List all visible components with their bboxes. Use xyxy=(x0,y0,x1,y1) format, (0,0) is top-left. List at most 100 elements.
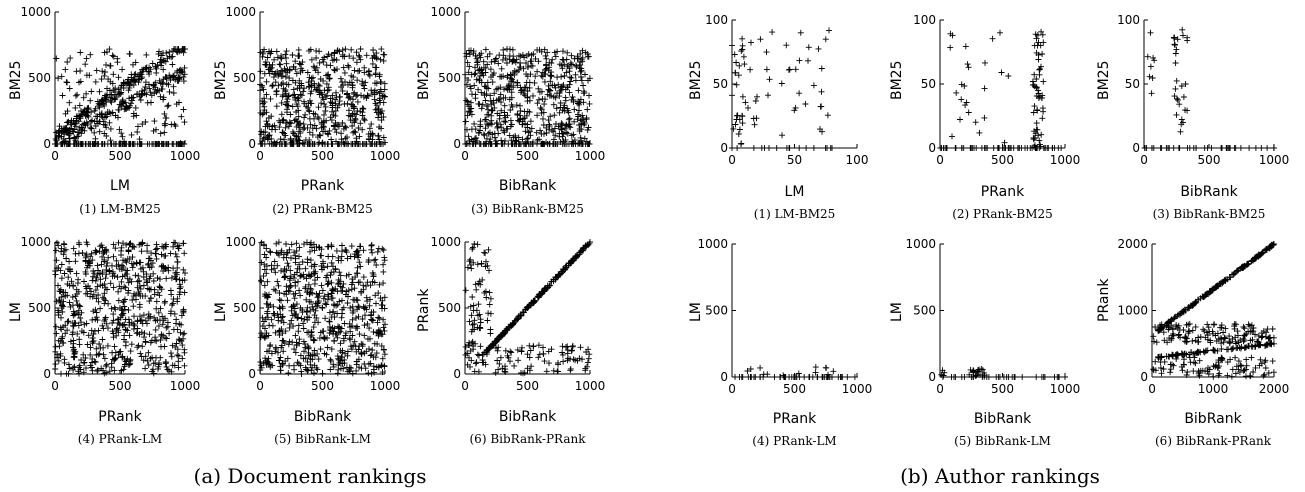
data-point xyxy=(76,362,83,369)
data-point xyxy=(81,278,87,285)
data-point xyxy=(159,321,166,328)
data-point xyxy=(336,102,342,108)
data-point xyxy=(502,94,509,101)
data-point xyxy=(355,313,362,320)
data-point xyxy=(958,81,965,88)
panel-caption: (4) PRank-LM xyxy=(752,434,837,448)
data-point xyxy=(101,300,108,307)
data-point xyxy=(75,276,82,283)
data-point xyxy=(730,125,737,132)
data-point xyxy=(275,82,282,89)
data-point xyxy=(173,340,180,347)
data-point xyxy=(258,128,265,135)
data-point xyxy=(300,88,307,95)
data-point xyxy=(159,81,166,88)
data-point xyxy=(126,332,133,339)
data-point xyxy=(1184,369,1191,375)
data-point xyxy=(1192,337,1199,344)
data-point xyxy=(291,91,298,98)
data-point xyxy=(361,332,368,339)
data-point xyxy=(140,274,147,280)
data-point xyxy=(482,125,489,132)
data-point xyxy=(564,343,571,350)
data-point xyxy=(352,115,359,122)
data-point xyxy=(365,370,372,377)
data-point xyxy=(479,101,486,108)
data-point xyxy=(583,349,590,355)
data-point xyxy=(295,322,302,329)
data-point xyxy=(349,123,356,129)
data-point xyxy=(1160,366,1167,372)
data-point xyxy=(84,112,91,119)
data-point xyxy=(264,278,271,285)
data-point xyxy=(168,291,175,298)
data-point xyxy=(1202,292,1209,298)
data-point xyxy=(1035,51,1042,58)
data-point xyxy=(101,290,108,297)
data-point xyxy=(95,298,102,305)
data-point xyxy=(70,308,77,315)
data-point xyxy=(1242,332,1248,339)
data-point xyxy=(161,110,168,117)
data-point xyxy=(475,312,481,319)
data-point xyxy=(1229,336,1236,342)
data-point xyxy=(375,245,382,252)
data-point xyxy=(142,365,149,372)
data-point xyxy=(511,67,518,74)
data-point xyxy=(536,291,543,298)
data-point xyxy=(570,356,577,363)
data-point xyxy=(763,49,770,56)
data-point xyxy=(474,241,481,248)
data-point xyxy=(1179,26,1186,33)
data-point xyxy=(335,254,342,261)
data-point xyxy=(152,326,159,333)
data-point xyxy=(466,258,473,265)
data-point xyxy=(553,105,560,112)
data-point xyxy=(180,335,187,342)
data-point xyxy=(143,64,150,71)
data-point xyxy=(137,313,143,320)
data-point xyxy=(322,93,329,100)
data-point xyxy=(90,268,97,274)
data-point xyxy=(291,295,298,302)
data-point xyxy=(580,99,587,106)
data-point xyxy=(153,255,160,262)
data-point xyxy=(87,362,94,369)
data-point xyxy=(139,121,146,128)
data-point xyxy=(1231,325,1238,332)
data-point xyxy=(88,118,94,125)
data-point xyxy=(180,106,187,113)
data-point xyxy=(78,357,85,363)
data-point xyxy=(145,261,151,268)
data-point xyxy=(325,131,332,138)
data-point xyxy=(1207,288,1213,295)
data-point xyxy=(578,77,585,84)
data-point xyxy=(94,271,101,278)
data-point xyxy=(338,130,345,137)
data-point xyxy=(342,291,349,298)
data-point xyxy=(285,370,292,377)
data-point xyxy=(1232,370,1239,377)
data-point xyxy=(949,32,956,39)
data-point xyxy=(310,336,317,343)
data-point xyxy=(1178,116,1185,123)
data-point xyxy=(300,355,307,362)
data-point xyxy=(949,133,955,140)
data-point xyxy=(103,369,110,376)
data-point xyxy=(172,123,179,129)
data-point xyxy=(311,347,318,354)
data-point xyxy=(95,102,102,109)
scatter-points xyxy=(462,46,593,147)
data-point xyxy=(526,109,533,115)
data-point xyxy=(353,49,360,56)
data-point xyxy=(268,262,275,269)
y-tick-label: 0 xyxy=(720,370,728,384)
data-point xyxy=(65,361,72,368)
data-point xyxy=(267,302,274,308)
data-point xyxy=(328,242,335,249)
data-point xyxy=(374,106,380,113)
data-point xyxy=(524,124,531,131)
data-point xyxy=(110,284,117,291)
data-point xyxy=(463,97,470,104)
data-point xyxy=(337,75,344,82)
